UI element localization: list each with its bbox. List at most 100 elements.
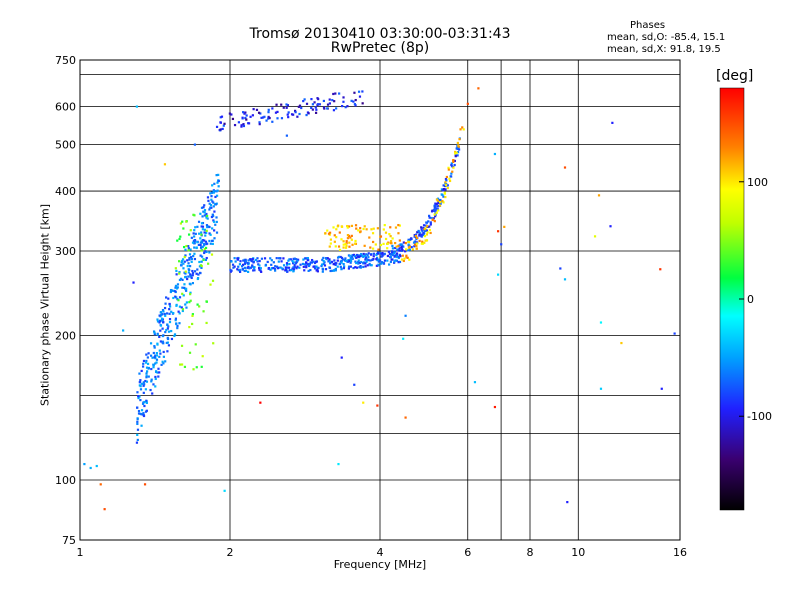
trace-point [352, 266, 355, 270]
trace-point [267, 117, 270, 120]
trace-point [250, 260, 253, 263]
trace-point [178, 278, 182, 282]
trace-point [205, 216, 208, 219]
trace-point [386, 242, 389, 245]
trace-point [315, 260, 318, 263]
trace-point [338, 262, 341, 266]
trace-point [414, 234, 417, 238]
trace-point [333, 262, 336, 266]
trace-point [340, 268, 343, 271]
trace-point [341, 258, 345, 261]
trace-point [426, 231, 429, 234]
isolated-point [122, 329, 125, 332]
trace-point [340, 259, 343, 262]
trace-point [350, 224, 354, 227]
trace-point [439, 198, 442, 202]
trace-point [142, 391, 145, 394]
trace-point [215, 231, 219, 234]
trace-point [339, 255, 342, 259]
trace-point [362, 265, 365, 269]
trace-point [188, 253, 192, 256]
trace-point [382, 261, 385, 264]
trace-point [312, 265, 315, 268]
trace-point [200, 260, 203, 263]
trace-point [215, 220, 218, 224]
trace-point [328, 98, 331, 101]
isolated-point [473, 381, 477, 384]
trace-point [231, 117, 235, 121]
trace-point [353, 103, 356, 106]
trace-point [156, 320, 160, 323]
trace-point [375, 264, 378, 267]
trace-point [362, 255, 365, 258]
trace-point [338, 248, 342, 251]
trace-point [377, 263, 380, 266]
trace-point [446, 184, 449, 187]
trace-point [339, 265, 342, 268]
trace-point [216, 189, 219, 192]
trace-point [333, 234, 336, 237]
trace-point [358, 261, 362, 264]
trace-point [405, 254, 408, 257]
trace-point [376, 227, 379, 230]
trace-point [178, 312, 181, 315]
trace-point [424, 229, 427, 232]
trace-point [210, 253, 214, 256]
trace-point [349, 256, 352, 259]
trace-point [187, 249, 190, 252]
trace-point [331, 99, 334, 102]
trace-point [311, 108, 314, 111]
trace-point [297, 105, 300, 108]
trace-point [154, 377, 157, 381]
trace-point [274, 111, 278, 114]
trace-point [174, 267, 177, 270]
trace-point [213, 237, 216, 240]
trace-point [457, 148, 461, 151]
trace-point [342, 96, 345, 99]
trace-point [201, 228, 204, 231]
trace-point [313, 101, 316, 104]
trace-point [349, 261, 352, 264]
trace-point [176, 286, 179, 289]
trace-point [340, 238, 343, 241]
trace-point [167, 330, 171, 333]
trace-point [145, 401, 148, 404]
trace-point [190, 236, 193, 239]
trace-point [174, 290, 177, 293]
trace-point [191, 282, 195, 285]
trace-point [199, 271, 202, 275]
trace-point [138, 384, 141, 387]
trace-point [398, 224, 401, 227]
trace-point [413, 234, 416, 237]
trace-point [201, 225, 205, 228]
trace-point [176, 239, 179, 242]
trace-point [180, 261, 183, 264]
trace-point [413, 235, 416, 238]
trace-point [160, 363, 163, 366]
trace-point [422, 233, 425, 237]
trace-point [244, 269, 248, 272]
trace-point [377, 248, 380, 251]
trace-point [260, 116, 263, 119]
trace-point [379, 235, 383, 238]
trace-point [195, 246, 198, 249]
trace-point [138, 372, 141, 375]
trace-point [326, 257, 329, 260]
trace-point [141, 413, 144, 416]
trace-point [145, 370, 149, 373]
trace-point [292, 257, 295, 261]
trace-point [200, 231, 203, 234]
trace-point [334, 263, 337, 267]
trace-point [140, 413, 143, 416]
trace-point [141, 402, 145, 405]
trace-point [314, 106, 317, 109]
trace-point [161, 327, 164, 330]
trace-point [185, 301, 188, 304]
trace-point [213, 190, 216, 193]
trace-point [211, 213, 214, 216]
trace-point [368, 262, 371, 266]
trace-point [196, 277, 199, 281]
trace-point [330, 269, 334, 272]
trace-point [201, 245, 204, 248]
trace-point [139, 398, 142, 402]
